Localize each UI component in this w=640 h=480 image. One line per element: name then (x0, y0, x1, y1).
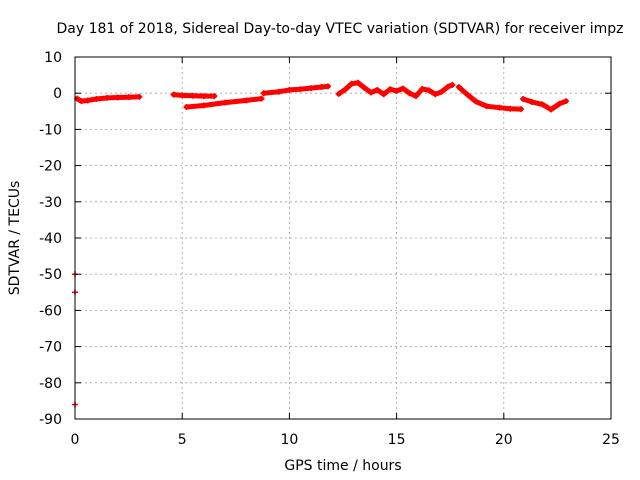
y-axis-label: SDTVAR / TECUs (7, 181, 23, 296)
data-point (562, 98, 569, 105)
data-point (380, 91, 387, 98)
data-point (183, 103, 190, 110)
data-point (547, 106, 554, 113)
data-point (374, 86, 381, 93)
x-tick-label: 15 (388, 432, 406, 448)
x-tick-label: 0 (71, 432, 80, 448)
data-point (125, 94, 132, 101)
data-point (400, 85, 407, 92)
data-point (335, 90, 342, 97)
data-point (78, 98, 85, 105)
data-point (307, 85, 314, 92)
x-tick-label: 10 (280, 432, 298, 448)
chart-title: Day 181 of 2018, Sidereal Day-to-day VTE… (57, 21, 624, 37)
y-tick-label: 10 (44, 50, 62, 66)
data-point (189, 92, 196, 99)
data-point (260, 90, 267, 97)
data-point (472, 98, 479, 105)
data-point (445, 83, 452, 90)
data-point (324, 83, 331, 90)
x-tick-label: 5 (178, 432, 187, 448)
data-point (464, 91, 471, 98)
data-point (539, 101, 546, 108)
data-point (297, 86, 304, 93)
data-point (243, 97, 250, 104)
data-point (114, 94, 121, 101)
data-point (84, 97, 91, 104)
data-point (449, 81, 456, 88)
data-point (93, 95, 100, 102)
y-tick-label: -20 (39, 159, 62, 175)
data-point (438, 88, 445, 95)
data-point (507, 105, 514, 112)
data-point (258, 95, 265, 102)
grid-layer (75, 57, 611, 419)
data-trace (261, 83, 331, 96)
y-tick-label: -40 (39, 231, 62, 247)
data-point (361, 84, 368, 91)
data-point (406, 90, 413, 97)
data-point (520, 95, 527, 102)
y-tick-label: -80 (39, 376, 62, 392)
data-point (211, 93, 218, 100)
data-point (419, 85, 426, 92)
data-point (517, 106, 524, 113)
y-tick-label: 0 (53, 86, 62, 102)
data-point (528, 98, 535, 105)
y-tick-label: -70 (39, 340, 62, 356)
data-point (483, 103, 490, 110)
data-point (412, 93, 419, 100)
data-point (425, 87, 432, 94)
data-point (170, 91, 177, 98)
data-point (318, 84, 325, 91)
data-point (136, 93, 143, 100)
x-tick-label: 20 (495, 432, 513, 448)
y-tick-label: -90 (39, 412, 62, 428)
tick-layer: 0 5 10 15 20 25 10 0 -10 -20 -30 -40 -50 -60 -70 -80 -90 (39, 50, 620, 448)
data-point (387, 86, 394, 93)
data-point (104, 94, 111, 101)
data-point (348, 80, 355, 87)
y-tick-label: -10 (39, 122, 62, 138)
data-point (355, 79, 362, 86)
data-point (496, 104, 503, 111)
data-point (342, 86, 349, 93)
data-point (556, 100, 563, 107)
data-point (367, 89, 374, 96)
y-tick-label: -50 (39, 267, 62, 283)
data-point (432, 91, 439, 98)
data-trace (456, 84, 524, 112)
x-axis-label: GPS time / hours (284, 458, 401, 474)
data-point (200, 93, 207, 100)
data-point (222, 99, 229, 106)
data-point (286, 86, 293, 93)
x-tick-label: 25 (602, 432, 620, 448)
data-point (275, 88, 282, 95)
data-point (455, 84, 462, 91)
y-tick-label: -60 (39, 303, 62, 319)
data-point (393, 88, 400, 95)
data-point (200, 102, 207, 109)
y-tick-label: -30 (39, 195, 62, 211)
data-point (179, 92, 186, 99)
data-layer (72, 79, 569, 408)
